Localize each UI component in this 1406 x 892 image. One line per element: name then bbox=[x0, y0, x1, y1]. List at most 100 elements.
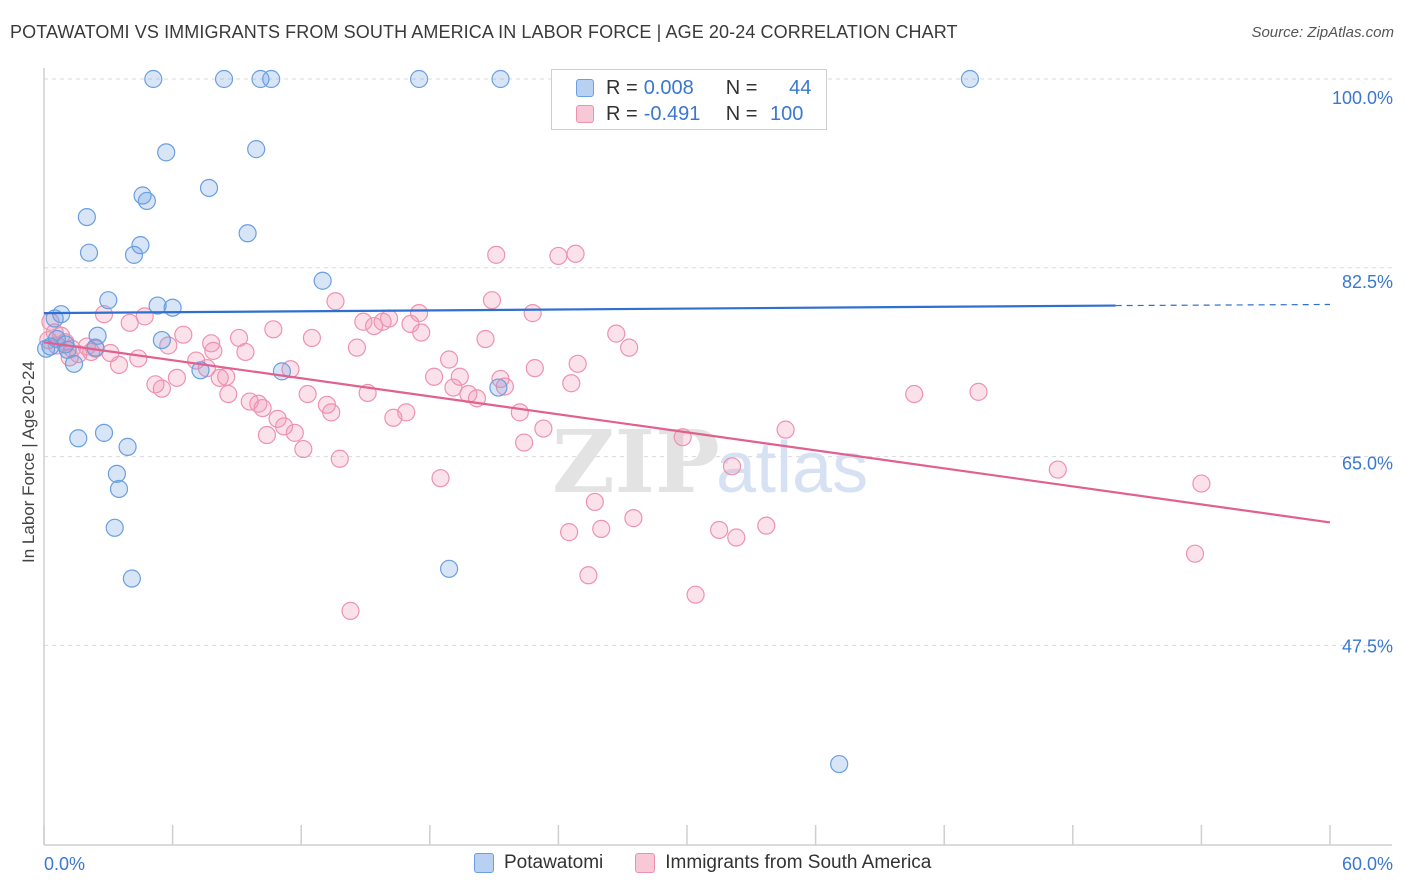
point-potawatomi bbox=[107, 464, 126, 483]
point-potawatomi bbox=[79, 243, 99, 262]
point-immigrants bbox=[268, 409, 287, 428]
point-potawatomi bbox=[122, 569, 141, 588]
point-potawatomi bbox=[144, 69, 163, 89]
point-immigrants bbox=[152, 379, 171, 398]
point-immigrants bbox=[424, 367, 444, 386]
point-potawatomi bbox=[214, 69, 234, 89]
point-potawatomi bbox=[439, 559, 459, 578]
point-immigrants bbox=[525, 359, 544, 378]
point-immigrants bbox=[322, 403, 341, 422]
immigrants-r-value: -0.491 bbox=[643, 102, 701, 125]
point-immigrants bbox=[397, 403, 416, 422]
point-immigrants bbox=[905, 384, 924, 404]
point-immigrants bbox=[523, 304, 542, 323]
point-immigrants bbox=[330, 449, 349, 468]
point-immigrants bbox=[568, 354, 587, 373]
x-tick-label: 0.0% bbox=[44, 854, 85, 874]
point-immigrants bbox=[534, 419, 553, 438]
legend-item-immigrants: Immigrants from South America bbox=[635, 852, 931, 874]
point-immigrants bbox=[476, 329, 495, 349]
legend-row-potawatomi: R = 0.008 N = 44 bbox=[576, 76, 811, 100]
point-potawatomi bbox=[262, 69, 281, 89]
point-immigrants bbox=[274, 417, 294, 436]
point-immigrants bbox=[120, 313, 139, 332]
point-immigrants bbox=[585, 492, 604, 512]
point-immigrants bbox=[347, 338, 367, 357]
point-immigrants bbox=[298, 384, 317, 404]
point-immigrants bbox=[727, 528, 746, 547]
point-potawatomi bbox=[830, 754, 849, 774]
point-potawatomi bbox=[64, 354, 84, 373]
correlation-legend: R = 0.008 N = 44 R = -0.491 N = 100 bbox=[551, 69, 827, 130]
point-potawatomi bbox=[37, 339, 56, 358]
point-immigrants bbox=[487, 245, 506, 264]
potawatomi-legend-label: Potawatomi bbox=[504, 852, 604, 873]
point-immigrants bbox=[686, 585, 705, 604]
point-immigrants bbox=[219, 384, 238, 404]
point-immigrants bbox=[285, 423, 304, 442]
immigrants-legend-label: Immigrants from South America bbox=[665, 852, 932, 873]
y-tick-label: 47.5% bbox=[1342, 636, 1393, 656]
chart-title: POTAWATOMI VS IMMIGRANTS FROM SOUTH AMER… bbox=[10, 22, 958, 42]
point-immigrants bbox=[302, 328, 322, 348]
point-immigrants bbox=[515, 433, 534, 452]
y-tick-label: 100.0% bbox=[1332, 88, 1393, 108]
point-potawatomi bbox=[247, 140, 266, 159]
point-immigrants bbox=[439, 350, 459, 369]
r-label: R = bbox=[606, 102, 638, 125]
y-axis-label: In Labor Force | Age 20-24 bbox=[19, 361, 38, 563]
trendline-potawatomi bbox=[43, 304, 1116, 315]
point-immigrants bbox=[562, 374, 581, 393]
point-immigrants bbox=[409, 304, 429, 323]
point-immigrants bbox=[431, 469, 450, 488]
point-potawatomi bbox=[77, 207, 96, 227]
point-immigrants bbox=[776, 420, 795, 439]
point-potawatomi bbox=[105, 518, 124, 537]
point-potawatomi bbox=[313, 271, 332, 290]
point-immigrants bbox=[710, 520, 729, 540]
watermark-atlas: atlas bbox=[716, 428, 868, 508]
point-immigrants bbox=[482, 291, 502, 310]
point-potawatomi bbox=[152, 330, 171, 350]
point-potawatomi bbox=[251, 69, 270, 89]
potawatomi-legend-swatch bbox=[474, 853, 494, 873]
point-immigrants bbox=[326, 292, 345, 311]
point-immigrants bbox=[253, 398, 272, 418]
n-label: N = bbox=[725, 102, 758, 125]
point-immigrants bbox=[264, 320, 283, 339]
point-immigrants bbox=[204, 341, 223, 360]
point-immigrants bbox=[722, 457, 742, 476]
point-immigrants bbox=[129, 349, 148, 368]
n-label: N = bbox=[725, 76, 758, 99]
point-potawatomi bbox=[118, 437, 137, 456]
potawatomi-swatch bbox=[576, 79, 594, 97]
watermark-zip: ZIP bbox=[552, 412, 720, 513]
point-potawatomi bbox=[124, 245, 144, 264]
point-potawatomi bbox=[88, 326, 107, 345]
point-immigrants bbox=[620, 338, 639, 357]
x-tick-label: 60.0% bbox=[1342, 854, 1393, 874]
point-potawatomi bbox=[163, 298, 182, 317]
point-immigrants bbox=[566, 244, 585, 263]
point-immigrants bbox=[94, 305, 114, 324]
point-potawatomi bbox=[960, 69, 980, 89]
point-immigrants bbox=[294, 439, 313, 459]
point-immigrants bbox=[1192, 474, 1211, 493]
point-immigrants bbox=[257, 425, 277, 445]
legend-row-immigrants: R = -0.491 N = 100 bbox=[576, 102, 803, 126]
point-immigrants bbox=[444, 378, 463, 397]
point-immigrants bbox=[560, 523, 579, 542]
point-immigrants bbox=[624, 509, 643, 528]
potawatomi-r-value: 0.008 bbox=[643, 76, 694, 99]
point-immigrants bbox=[495, 377, 514, 396]
point-potawatomi bbox=[131, 236, 150, 255]
point-potawatomi bbox=[45, 309, 64, 328]
point-immigrants bbox=[364, 316, 384, 336]
point-immigrants bbox=[236, 342, 255, 362]
point-immigrants bbox=[1185, 544, 1205, 563]
point-potawatomi bbox=[109, 479, 129, 499]
point-immigrants bbox=[579, 566, 598, 585]
point-potawatomi bbox=[99, 291, 118, 310]
point-potawatomi bbox=[489, 378, 508, 397]
